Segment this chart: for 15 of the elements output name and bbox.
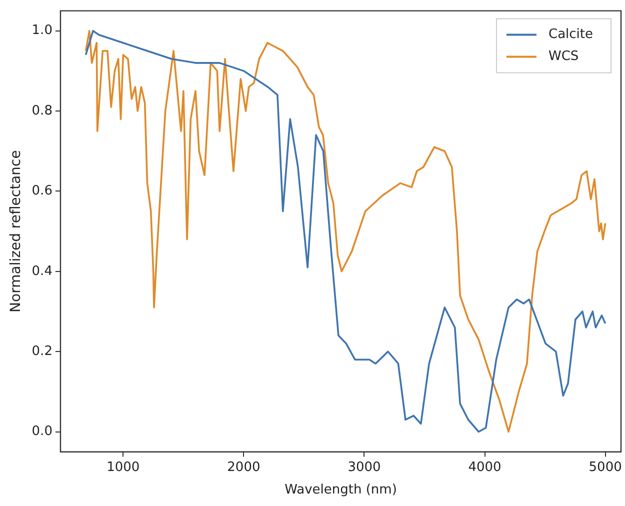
x-tick-label: 2000: [227, 460, 260, 475]
y-tick-label: 0.0: [32, 424, 52, 440]
y-tick-label: 0.2: [32, 344, 52, 359]
legend-label: Calcite: [548, 27, 594, 42]
legend-label: WCS: [548, 49, 579, 64]
y-tick-label: 0.8: [32, 103, 52, 118]
y-tick-label: 0.4: [32, 264, 52, 279]
x-axis-title: Wavelength (nm): [284, 482, 397, 498]
y-axis-title: Normalized reflectance: [8, 150, 24, 312]
x-tick-label: 3000: [348, 460, 381, 475]
x-tick-label: 5000: [588, 460, 622, 475]
x-tick-label: 1000: [106, 460, 140, 475]
y-tick-label: 0.6: [32, 184, 52, 199]
y-tick-label: 1.0: [32, 23, 52, 38]
x-tick-label: 4000: [468, 460, 502, 475]
